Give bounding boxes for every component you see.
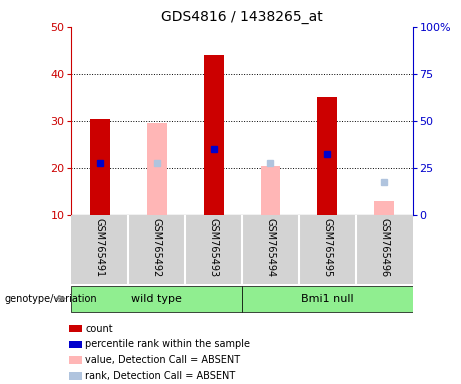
FancyBboxPatch shape	[242, 286, 413, 311]
Text: count: count	[85, 324, 113, 334]
Text: Bmi1 null: Bmi1 null	[301, 293, 354, 304]
Text: wild type: wild type	[131, 293, 182, 304]
Bar	[69, 341, 82, 348]
Text: GSM765491: GSM765491	[95, 218, 105, 278]
Bar	[69, 372, 82, 380]
Text: GSM765492: GSM765492	[152, 218, 162, 278]
Text: GSM765493: GSM765493	[208, 218, 219, 278]
Bar	[147, 123, 167, 215]
Text: percentile rank within the sample: percentile rank within the sample	[85, 339, 250, 349]
Text: GSM765496: GSM765496	[379, 218, 389, 278]
Bar	[69, 325, 82, 333]
Bar	[374, 201, 394, 215]
Bar	[69, 356, 82, 364]
Text: value, Detection Call = ABSENT: value, Detection Call = ABSENT	[85, 355, 240, 365]
Bar	[260, 166, 280, 215]
FancyBboxPatch shape	[71, 286, 242, 311]
Bar	[90, 119, 110, 215]
Text: GSM765495: GSM765495	[322, 218, 332, 278]
Text: genotype/variation: genotype/variation	[5, 293, 97, 304]
Bar	[317, 98, 337, 215]
Text: rank, Detection Call = ABSENT: rank, Detection Call = ABSENT	[85, 371, 236, 381]
Title: GDS4816 / 1438265_at: GDS4816 / 1438265_at	[161, 10, 323, 25]
Text: GSM765494: GSM765494	[266, 218, 276, 278]
Bar	[204, 55, 224, 215]
